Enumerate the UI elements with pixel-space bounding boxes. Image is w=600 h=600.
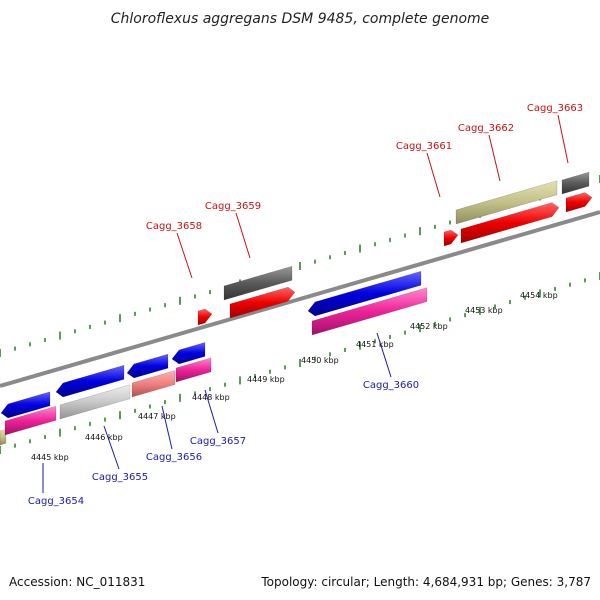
gene-label[interactable]: Cagg_3660 [363,380,419,391]
genome-title: Chloroflexus aggregans DSM 9485, complet… [111,11,490,27]
gene-feature[interactable] [59,384,131,420]
label-leader-lines [42,114,569,493]
position-label: 4449 kbp [247,375,285,384]
position-label: 4454 kbp [520,291,558,300]
gene-labels: Cagg_3654 Cagg_3655 Cagg_3656 Cagg_3657 Cagg… [28,103,583,507]
gene-feature[interactable] [455,180,558,225]
gene-label[interactable]: Cagg_3663 [527,103,583,114]
position-label: 4453 kbp [465,306,503,315]
position-label: 4451 kbp [356,340,394,349]
gene-label[interactable]: Cagg_3662 [458,123,514,134]
leader-line [488,134,501,182]
genome-backbone [0,210,600,388]
gene-label[interactable]: Cagg_3661 [396,141,452,152]
gene-label[interactable]: Cagg_3659 [205,201,261,212]
gene-feature[interactable] [0,391,51,419]
position-label: 4448 kbp [192,393,230,402]
gene-feature[interactable] [4,405,57,436]
gene-feature[interactable] [307,270,422,317]
gene-feature[interactable] [175,357,212,383]
gene-feature[interactable] [561,171,590,195]
gene-feature[interactable] [55,364,125,398]
leader-line [176,232,193,279]
topology-text: Topology: circular; Length: 4,684,931 bp… [261,575,591,589]
leader-line [376,332,392,378]
tick-row-bottom [0,272,600,454]
gene-feature[interactable] [229,286,296,319]
gene-label[interactable]: Cagg_3656 [146,452,202,463]
position-label: 4452 kbp [410,322,448,331]
gene-label[interactable]: Cagg_3657 [190,436,246,447]
accession-text: Accession: NC_011831 [9,575,146,589]
gene-feature[interactable] [565,192,593,213]
gene-label[interactable]: Cagg_3655 [92,472,148,483]
gene-feature[interactable] [0,428,7,446]
gene-feature[interactable] [460,202,560,244]
position-labels: 4445 kbp 4446 kbp 4447 kbp 4448 kbp 4449 kbp… [31,291,558,462]
position-label: 4447 kbp [138,412,176,421]
leader-line [103,425,120,470]
gene-feature[interactable] [443,229,459,247]
leader-line [557,114,569,164]
position-label: 4446 kbp [85,433,123,442]
leader-line [204,389,219,434]
gene-feature[interactable] [131,370,176,398]
gene-features [0,171,593,446]
position-label: 4445 kbp [31,453,69,462]
leader-line [426,152,441,198]
gene-label[interactable]: Cagg_3654 [28,496,84,507]
gene-feature[interactable] [126,353,169,379]
gene-feature[interactable] [197,308,213,326]
leader-line [235,212,251,259]
position-label: 4450 kbp [301,356,339,365]
gene-feature[interactable] [311,287,428,336]
gene-feature[interactable] [223,265,293,301]
gene-label[interactable]: Cagg_3658 [146,221,202,232]
leader-line [161,405,173,450]
gene-feature[interactable] [171,342,206,365]
